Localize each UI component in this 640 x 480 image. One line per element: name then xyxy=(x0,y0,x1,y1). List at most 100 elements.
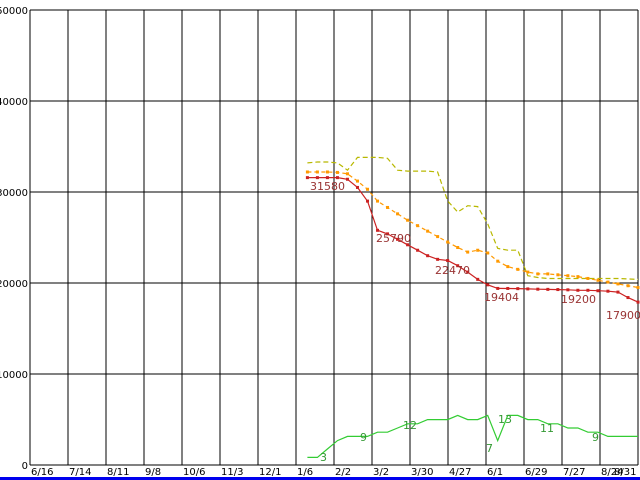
avg-price-marker xyxy=(315,170,319,174)
min-price-marker xyxy=(366,199,370,203)
x-axis-tick-label: 8/11 xyxy=(107,467,129,478)
avg-price-marker xyxy=(536,272,540,276)
avg-price-marker xyxy=(416,224,420,228)
min-price-marker xyxy=(426,254,430,258)
min-price-marker xyxy=(355,185,359,189)
avg-price-marker xyxy=(586,276,590,280)
y-axis-tick-label: 10000 xyxy=(0,370,28,381)
min-price-marker xyxy=(446,259,450,263)
x-axis-tick-label: 1/6 xyxy=(297,467,313,478)
count-label: 13 xyxy=(498,413,512,426)
min-price-marker xyxy=(546,287,550,291)
avg-price-marker xyxy=(396,212,400,216)
y-axis-tick-label: 40000 xyxy=(0,97,28,108)
price-label: 19404 xyxy=(484,291,519,304)
y-axis-tick-label: 50000 xyxy=(0,6,28,17)
min-price-marker xyxy=(456,264,460,268)
x-axis-tick-label: 9/8 xyxy=(145,467,161,478)
x-axis-tick-label: 8/24 xyxy=(601,467,623,478)
x-axis-tick-label: 7/27 xyxy=(563,467,585,478)
min-price-line xyxy=(307,177,639,303)
avg-price-marker xyxy=(325,170,329,174)
count-label: 12 xyxy=(403,419,417,432)
x-axis-tick-label: 10/6 xyxy=(183,467,205,478)
x-axis-tick-label: 8/31 xyxy=(614,467,636,478)
count-label: 3 xyxy=(320,451,327,464)
price-label: 19200 xyxy=(561,293,596,306)
min-price-marker xyxy=(526,287,530,291)
x-axis-tick-label: 4/27 xyxy=(449,467,471,478)
min-price-marker xyxy=(436,257,440,261)
min-price-marker xyxy=(345,177,349,181)
avg-price-marker xyxy=(476,248,480,252)
min-price-marker xyxy=(586,288,590,292)
avg-price-marker xyxy=(305,170,309,174)
avg-price-marker xyxy=(406,218,410,222)
min-price-marker xyxy=(606,289,610,293)
min-price-marker xyxy=(626,296,630,300)
min-price-marker xyxy=(516,287,520,291)
min-price-marker xyxy=(376,228,380,232)
min-price-marker xyxy=(386,232,390,236)
min-price-marker xyxy=(406,243,410,247)
avg-price-marker xyxy=(616,282,620,286)
count-label: 9 xyxy=(360,431,367,444)
x-axis-tick-label: 6/16 xyxy=(31,467,53,478)
min-price-marker xyxy=(305,176,309,180)
avg-price-marker xyxy=(376,199,380,203)
price-label: 17900 xyxy=(606,309,640,322)
min-price-marker xyxy=(486,283,490,287)
count-label: 11 xyxy=(540,422,554,435)
bottom-border-bar xyxy=(0,477,640,480)
avg-price-marker xyxy=(366,187,370,191)
min-price-marker xyxy=(636,300,640,304)
x-axis-tick-label: 7/14 xyxy=(69,467,91,478)
avg-price-line xyxy=(307,171,639,289)
shop-count-line xyxy=(307,414,638,458)
avg-price-marker xyxy=(546,272,550,276)
min-price-marker xyxy=(325,176,329,180)
price-label: 25790 xyxy=(376,232,411,245)
x-axis-tick-label: 3/30 xyxy=(411,467,433,478)
min-price-marker xyxy=(496,286,500,290)
min-price-marker xyxy=(506,286,510,290)
count-label: 9 xyxy=(592,431,599,444)
min-price-marker xyxy=(476,277,480,281)
x-axis-tick-label: 12/1 xyxy=(259,467,281,478)
min-price-marker xyxy=(616,290,620,294)
avg-price-marker xyxy=(596,278,600,282)
price-label: 31580 xyxy=(310,180,345,193)
avg-price-marker xyxy=(426,229,430,233)
avg-price-marker xyxy=(335,170,339,174)
min-price-marker xyxy=(315,176,319,180)
min-price-marker xyxy=(556,288,560,292)
x-axis-tick-label: 11/3 xyxy=(221,467,243,478)
count-label: 7 xyxy=(486,442,493,455)
y-axis-tick-label: 0 xyxy=(22,461,28,472)
avg-price-marker xyxy=(446,240,450,244)
avg-price-marker xyxy=(486,251,490,255)
avg-price-marker xyxy=(566,274,570,278)
avg-price-marker xyxy=(345,172,349,176)
avg-price-marker xyxy=(576,275,580,279)
y-axis-tick-label: 30000 xyxy=(0,188,28,199)
x-axis-tick-label: 3/2 xyxy=(373,467,389,478)
avg-price-marker xyxy=(386,205,390,209)
avg-price-marker xyxy=(526,270,530,274)
x-axis-tick-label: 2/2 xyxy=(335,467,351,478)
avg-price-marker xyxy=(626,284,630,288)
min-price-marker xyxy=(335,176,339,180)
avg-price-marker xyxy=(506,265,510,269)
avg-price-marker xyxy=(466,250,470,254)
min-price-marker xyxy=(536,287,540,291)
min-price-marker xyxy=(416,248,420,252)
price-label: 22470 xyxy=(435,264,470,277)
y-axis-tick-label: 20000 xyxy=(0,279,28,290)
x-axis-tick-label: 6/29 xyxy=(525,467,547,478)
avg-price-marker xyxy=(436,235,440,239)
min-price-marker xyxy=(596,289,600,293)
avg-price-marker xyxy=(606,280,610,284)
avg-price-marker xyxy=(456,246,460,250)
